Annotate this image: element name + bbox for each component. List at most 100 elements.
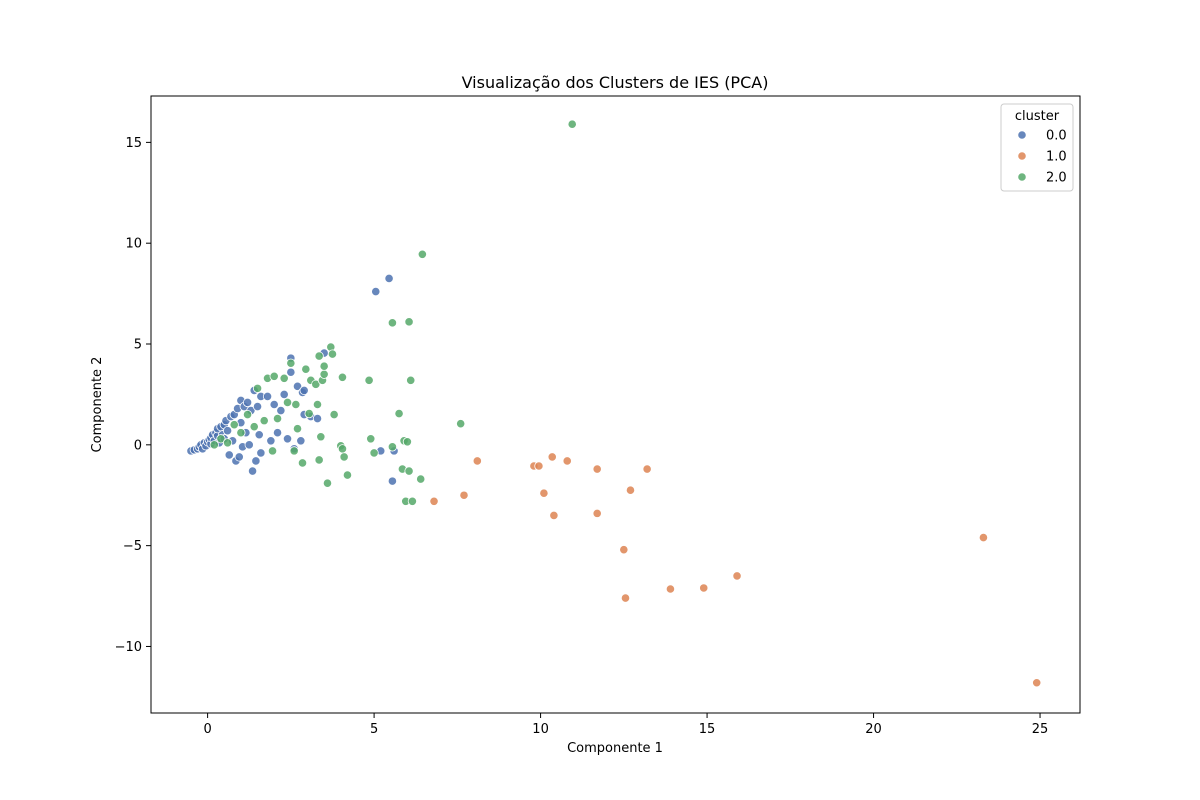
y-tick-label: 5 (134, 338, 142, 353)
data-point (1032, 678, 1042, 688)
data-point (404, 466, 414, 476)
data-point (316, 432, 326, 442)
data-point (562, 456, 572, 466)
legend-entries: 0.0 1.0 2.0 (1017, 129, 1067, 186)
data-point (286, 367, 296, 377)
data-point (282, 397, 293, 408)
data-point (625, 485, 636, 495)
data-point (224, 450, 234, 460)
data-point (417, 249, 427, 259)
x-tick-label: 10 (532, 722, 549, 737)
data-point (262, 391, 273, 402)
data-point (272, 414, 283, 424)
data-point (244, 440, 254, 450)
data-point (567, 119, 577, 129)
x-tick-label: 25 (1032, 722, 1049, 737)
data-point (406, 375, 416, 385)
data-point (259, 416, 269, 426)
data-point (337, 444, 348, 454)
data-point (592, 508, 602, 518)
data-point (272, 428, 283, 438)
x-axis-ticks: 0 5 10 15 20 25 (203, 713, 1048, 737)
data-point (291, 399, 301, 410)
legend: cluster 0.0 1.0 2.0 (1000, 103, 1074, 192)
data-point (266, 436, 276, 446)
series-1-0 (429, 452, 1042, 688)
data-point (249, 422, 259, 432)
data-point (369, 448, 379, 458)
x-tick-label: 20 (865, 722, 882, 737)
data-point (299, 385, 309, 395)
y-tick-label: 15 (125, 136, 142, 151)
legend-box (1000, 103, 1074, 192)
data-point (539, 488, 549, 498)
legend-marker (1017, 151, 1027, 161)
data-point (337, 372, 348, 382)
data-point (459, 490, 469, 500)
data-point (366, 434, 376, 444)
data-point (472, 456, 482, 466)
y-axis-ticks: −10 −5 0 5 10 15 (115, 136, 151, 655)
data-point (665, 584, 676, 594)
data-point (404, 317, 414, 327)
data-point (279, 373, 289, 383)
data-point (301, 364, 311, 374)
y-tick-label: 10 (125, 237, 142, 252)
data-point (619, 545, 629, 555)
data-point (229, 420, 239, 430)
x-tick-label: 5 (370, 722, 378, 737)
legend-label: 2.0 (1046, 171, 1067, 186)
data-point (371, 286, 381, 297)
data-point (242, 397, 253, 408)
data-point (311, 379, 321, 389)
data-point (236, 428, 246, 438)
legend-title: cluster (1015, 109, 1060, 124)
data-point (620, 593, 631, 603)
plot-frame (150, 95, 1081, 714)
data-point (242, 409, 253, 420)
data-point (312, 399, 323, 410)
data-point (314, 455, 324, 465)
data-point (234, 452, 244, 462)
legend-marker (1017, 130, 1027, 140)
data-point (339, 452, 349, 462)
data-point (254, 430, 264, 440)
data-point (407, 496, 417, 506)
data-point (276, 405, 286, 416)
data-point (256, 448, 266, 458)
data-point (289, 446, 299, 456)
data-point (209, 440, 219, 450)
data-point (456, 419, 466, 429)
data-point (252, 401, 263, 412)
data-point (222, 426, 233, 436)
data-point (319, 361, 329, 371)
data-point (251, 456, 261, 466)
x-tick-label: 15 (699, 722, 716, 737)
data-point (314, 351, 324, 361)
data-point (282, 434, 293, 444)
data-point (216, 434, 226, 444)
data-point (549, 510, 559, 521)
data-point (297, 458, 308, 468)
legend-label: 0.0 (1046, 129, 1067, 144)
data-point (252, 383, 263, 393)
data-point (416, 474, 426, 484)
chart-title: Visualização dos Clusters de IES (PCA) (462, 73, 769, 92)
data-point (534, 461, 544, 471)
data-point (547, 452, 557, 462)
y-tick-label: −10 (115, 640, 142, 655)
y-tick-label: 0 (134, 438, 142, 453)
data-point (247, 466, 258, 476)
legend-marker (1017, 172, 1027, 182)
y-tick-label: −5 (123, 539, 142, 554)
data-point (319, 369, 329, 379)
data-point (296, 436, 306, 446)
data-point (642, 464, 652, 474)
data-point (327, 349, 338, 359)
data-point (269, 399, 279, 410)
data-point (322, 478, 333, 488)
data-point (267, 446, 278, 456)
data-point (222, 438, 233, 448)
data-point (387, 318, 398, 328)
